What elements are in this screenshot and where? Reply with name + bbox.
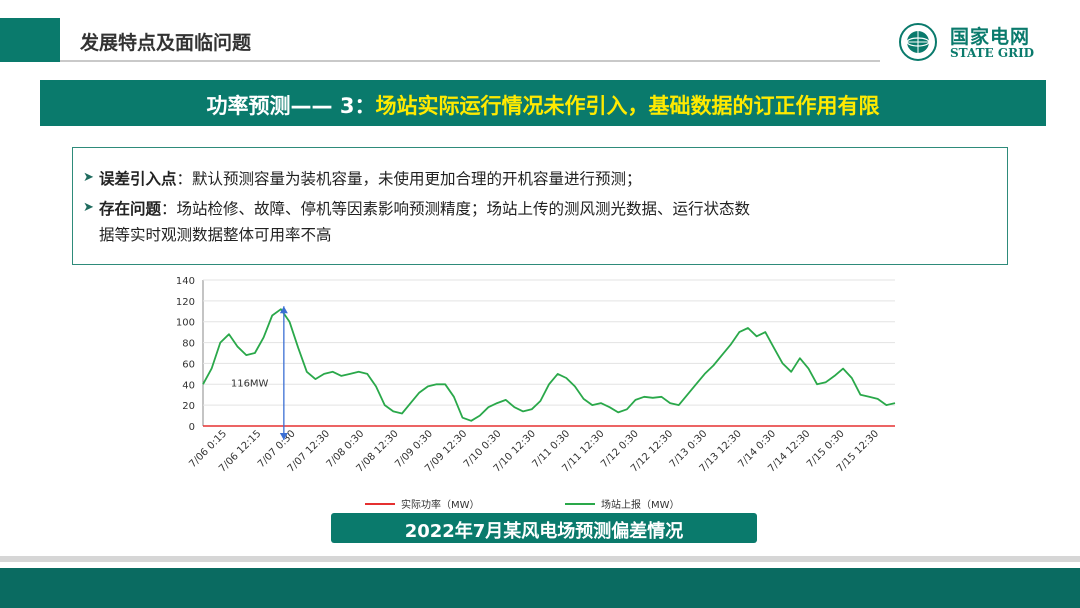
bullet-text: ：默认预测容量为装机容量，未使用更加合理的开机容量进行预测； (176, 170, 642, 188)
y-tick-label: 20 (182, 401, 195, 412)
legend-label-actual: 实际功率（MW） (401, 498, 480, 511)
bullet-label: 存在问题 (99, 200, 162, 218)
header-accent-notch (46, 18, 60, 62)
y-tick-label: 80 (182, 339, 195, 350)
state-grid-logo: 国家电网 STATE GRID (898, 20, 1068, 64)
annotation-label: 116MW (231, 378, 269, 389)
section-banner: 功率预测—— 3：场站实际运行情况未作引入，基础数据的订正作用有限 (40, 80, 1046, 126)
state-grid-emblem-icon (899, 23, 937, 61)
series-line-reported (202, 308, 896, 422)
y-tick-label: 140 (176, 276, 195, 287)
y-tick-label: 60 (182, 359, 195, 370)
y-tick-label: 0 (189, 422, 195, 433)
bullet-item: 存在问题：场站检修、故障、停机等因素影响预测精度；场站上传的测风测光数据、运行状… (99, 196, 750, 222)
bullet-item: 误差引入点：默认预测容量为装机容量，未使用更加合理的开机容量进行预测； (99, 166, 642, 192)
bullet-arrow-icon: ➤ (83, 200, 94, 215)
y-tick-label: 100 (176, 318, 195, 329)
footer-bar (0, 568, 1080, 608)
banner-highlight: 场站实际运行情况未作引入，基础数据的订正作用有限 (375, 94, 880, 118)
bullet-text: ：场站检修、故障、停机等因素影响预测精度；场站上传的测风测光数据、运行状态数 (161, 200, 751, 218)
chart-title-bar: 2022年7月某风电场预测偏差情况 (331, 513, 757, 543)
page-title: 发展特点及面临问题 (80, 32, 252, 54)
header-divider (60, 60, 880, 62)
logo-text-en: STATE GRID (950, 46, 1035, 60)
bullet-box: ➤ 误差引入点：默认预测容量为装机容量，未使用更加合理的开机容量进行预测； ➤ … (72, 147, 1008, 265)
bullet-arrow-icon: ➤ (83, 170, 94, 185)
legend-label-reported: 场站上报（MW） (601, 498, 680, 511)
logo-text-cn: 国家电网 (950, 26, 1031, 48)
chart-title: 2022年7月某风电场预测偏差情况 (404, 521, 684, 542)
annotation-arrowhead-bottom (279, 433, 288, 440)
bullet-item-continued: 据等实时观测数据整体可用率不高 (99, 226, 332, 244)
y-tick-label: 40 (182, 380, 195, 391)
bullet-label: 误差引入点 (99, 170, 177, 188)
banner-lead: 功率预测—— 3： (206, 94, 376, 118)
y-tick-label: 120 (176, 297, 195, 308)
annotation-arrowhead-top (279, 306, 288, 314)
footer-divider (0, 556, 1080, 562)
